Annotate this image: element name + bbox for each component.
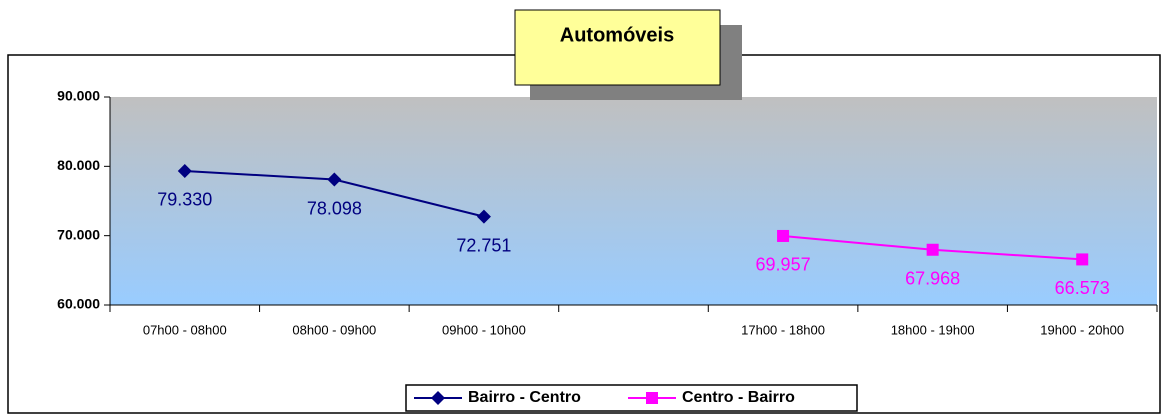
marker bbox=[777, 229, 790, 242]
x-tick-label: 09h00 - 10h00 bbox=[442, 322, 526, 337]
x-tick-label: 07h00 - 08h00 bbox=[143, 322, 227, 337]
data-label: 72.751 bbox=[456, 235, 511, 255]
x-tick-label: 19h00 - 20h00 bbox=[1040, 322, 1124, 337]
marker bbox=[926, 243, 939, 256]
legend-label: Bairro - Centro bbox=[468, 389, 581, 406]
y-tick-label: 80.000 bbox=[57, 157, 100, 173]
x-tick-label: 08h00 - 09h00 bbox=[292, 322, 376, 337]
chart-title: Automóveis bbox=[560, 24, 674, 46]
marker bbox=[476, 209, 491, 224]
data-label: 66.573 bbox=[1055, 278, 1110, 298]
y-tick-label: 70.000 bbox=[57, 226, 100, 242]
data-label: 79.330 bbox=[157, 190, 212, 210]
marker bbox=[327, 172, 342, 187]
legend-label: Centro - Bairro bbox=[682, 389, 795, 406]
plot-area bbox=[110, 97, 1157, 305]
data-label: 67.968 bbox=[905, 269, 960, 289]
marker bbox=[1076, 253, 1089, 266]
legend-marker bbox=[646, 392, 658, 404]
data-label: 69.957 bbox=[756, 255, 811, 275]
data-label: 78.098 bbox=[307, 198, 362, 218]
y-tick-label: 60.000 bbox=[57, 296, 100, 312]
marker bbox=[177, 163, 192, 178]
legend-marker bbox=[431, 391, 445, 405]
y-tick-label: 90.000 bbox=[57, 88, 100, 104]
title-box bbox=[514, 9, 721, 86]
x-tick-label: 17h00 - 18h00 bbox=[741, 322, 825, 337]
x-tick-label: 18h00 - 19h00 bbox=[891, 322, 975, 337]
